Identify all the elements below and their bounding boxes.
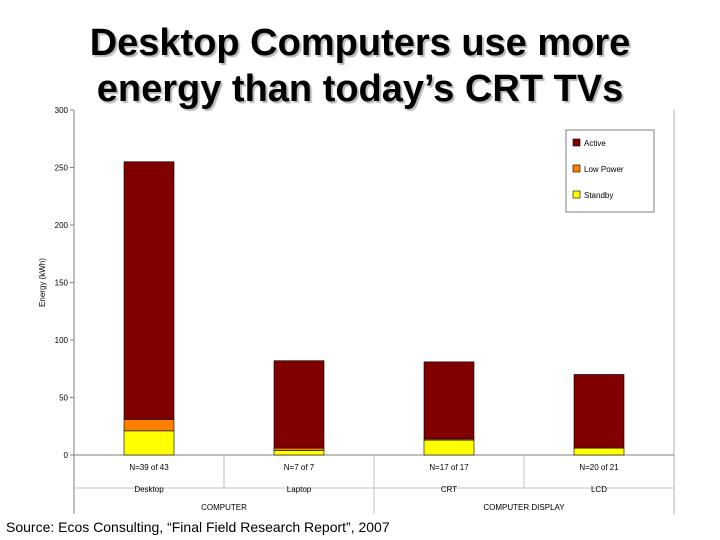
source-citation: Source: Ecos Consulting, “Final Field Re… [6,519,390,535]
y-tick-label: 100 [55,336,69,345]
legend-label: Standby [584,191,613,200]
bar-lcd-standby [573,447,625,456]
y-tick-label: 150 [55,279,69,288]
bar-laptop-standby [273,450,325,456]
legend-label: Low Power [584,165,624,174]
y-tick-label: 300 [55,106,69,115]
category-label: CRT [441,485,457,494]
bar-desktop-low-power [123,419,175,432]
bar-laptop-low-power [273,447,325,451]
title-line-1: Desktop Computers use more [89,22,631,64]
y-tick-label: 0 [64,451,69,460]
category-label: Laptop [287,485,312,494]
bar-laptop-active [273,360,325,449]
page-title: Desktop Computers use more energy than t… [0,20,720,112]
y-tick-label: 50 [59,394,68,403]
category-note: N=7 of 7 [284,463,315,472]
category-label: LCD [591,485,607,494]
y-tick-label: 250 [55,164,69,173]
y-tick-label: 200 [55,221,69,230]
category-note: N=17 of 17 [429,463,469,472]
bar-desktop-standby [123,430,175,456]
group-label: COMPUTER [201,503,247,512]
y-axis-label: Energy (kWh) [38,258,47,307]
legend-swatch-active [572,138,581,147]
legend-box [565,129,655,213]
category-note: N=39 of 43 [129,463,169,472]
group-label: COMPUTER DISPLAY [483,503,565,512]
bar-desktop-active [123,161,175,420]
legend-swatch-low-power [572,164,581,173]
bar-crt-standby [423,439,475,456]
bar-crt-active [423,361,475,440]
bar-lcd-active [573,374,625,449]
legend-swatch-standby [572,190,581,199]
legend-label: Active [584,139,606,148]
category-label: Desktop [134,485,164,494]
category-note: N=20 of 21 [579,463,619,472]
title-line-2: energy than today’s CRT TVs [96,68,624,110]
